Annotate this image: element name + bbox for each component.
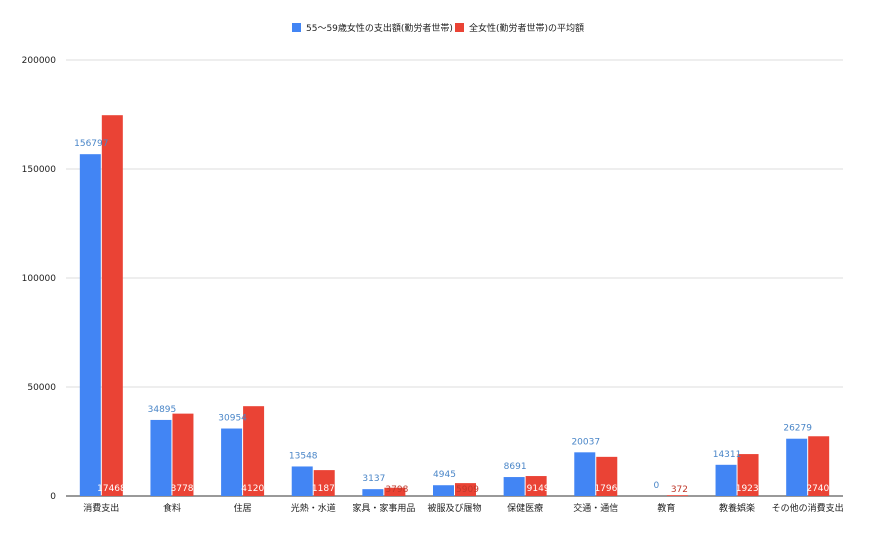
legend-label: 全女性(勤労者世帯)の平均額 (469, 22, 584, 34)
data-label-series-2: 27402 (806, 484, 835, 494)
data-label-series-2: 17961 (594, 484, 623, 494)
bar-series-2 (313, 470, 335, 496)
bar-series-1 (221, 428, 243, 496)
bar-series-2 (172, 413, 194, 496)
data-label-series-1: 3137 (362, 474, 385, 484)
bar-series-2 (666, 495, 688, 496)
bar-series-1 (79, 154, 101, 496)
x-category-label: 光熱・水道 (291, 502, 336, 514)
legend-swatch (292, 23, 301, 32)
bar-series-1 (715, 464, 737, 496)
bar-series-2 (243, 406, 265, 496)
x-category-label: その他の消費支出 (772, 502, 844, 514)
bar-series-1 (291, 466, 313, 496)
data-label-series-1: 156797 (74, 139, 108, 149)
bar-series-2 (525, 476, 547, 496)
x-category-label: 消費支出 (83, 502, 119, 514)
x-category-label: 保健医療 (507, 502, 543, 514)
data-label-series-2: 372 (671, 485, 688, 495)
data-label-series-2: 19230 (736, 484, 765, 494)
data-label-series-2: 41200 (241, 484, 270, 494)
bar-series-1 (786, 438, 808, 496)
data-label-series-1: 20037 (571, 437, 600, 447)
data-label-series-2: 5909 (456, 485, 479, 495)
x-category-label: 教育 (657, 502, 675, 514)
x-category-label: 教養娯楽 (719, 502, 755, 514)
x-category-label: 交通・通信 (573, 502, 618, 514)
y-tick-label: 50000 (27, 383, 56, 393)
data-label-series-1: 26279 (783, 424, 812, 434)
bar-series-1 (574, 452, 596, 496)
x-category-label: 住居 (234, 502, 252, 514)
y-tick-label: 0 (50, 492, 56, 502)
data-label-series-2: 174681 (97, 484, 131, 494)
y-tick-label: 200000 (22, 56, 57, 66)
legend-label: 55～59歳女性の支出額(勤労者世帯) (306, 22, 453, 34)
data-label-series-1: 14311 (713, 450, 742, 460)
bar-series-1 (150, 419, 172, 496)
bar-series-1 (503, 477, 525, 496)
y-tick-label: 150000 (22, 165, 57, 175)
legend-swatch (455, 23, 464, 32)
x-category-label: 家具・家事用品 (352, 502, 415, 514)
data-label-series-1: 0 (654, 481, 660, 491)
x-category-label: 被服及び履物 (427, 502, 481, 514)
y-tick-label: 100000 (22, 274, 57, 284)
data-label-series-2: 37785 (171, 484, 200, 494)
bar-series-1 (433, 485, 454, 496)
data-label-series-1: 30954 (218, 414, 247, 424)
data-label-series-2: 9149 (527, 484, 550, 494)
x-category-label: 食料 (163, 502, 181, 514)
bar-series-2 (455, 483, 476, 496)
bar-series-2 (596, 456, 618, 496)
data-label-series-1: 34895 (148, 405, 177, 415)
bar-series-2 (737, 454, 759, 496)
bar-series-1 (362, 489, 384, 496)
bar-series-2 (384, 487, 406, 496)
bar-series-2 (101, 115, 123, 496)
data-label-series-1: 4945 (433, 470, 456, 480)
data-label-series-2: 11875 (312, 484, 341, 494)
legend: 55～59歳女性の支出額(勤労者世帯) 全女性(勤労者世帯)の平均額 (292, 22, 584, 34)
bar-series-2 (808, 436, 830, 496)
data-label-series-2: 3798 (385, 485, 408, 495)
data-label-series-1: 8691 (504, 462, 527, 472)
data-label-series-1: 13548 (289, 451, 318, 461)
